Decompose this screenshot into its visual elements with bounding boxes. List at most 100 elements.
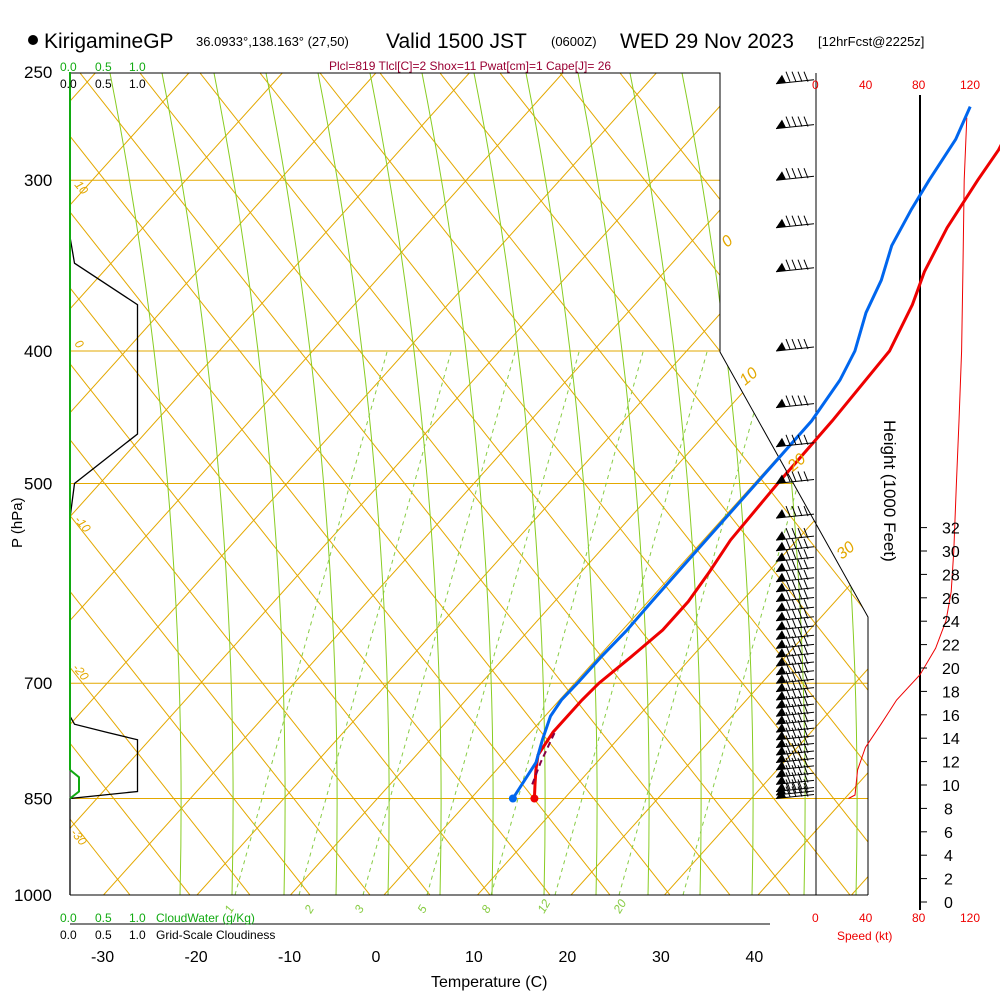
speed-scale-top: 0 40 80 120 bbox=[812, 78, 980, 92]
isotherm-line bbox=[70, 73, 564, 895]
mixing-ratio-label: 20 bbox=[610, 897, 629, 917]
cloudwater-tick-bottom-2: 1.0 bbox=[129, 911, 146, 925]
speed-tick-top-2: 80 bbox=[912, 78, 926, 92]
x-tick-label: 0 bbox=[372, 949, 381, 966]
cloudwater-tick-top-2: 1.0 bbox=[129, 60, 146, 74]
dry-adiabat-label: -10 bbox=[72, 513, 94, 536]
valid-time: Valid 1500 JST bbox=[386, 30, 527, 53]
station-dot-icon bbox=[28, 35, 38, 45]
wind-speed-profile bbox=[848, 117, 968, 799]
mixing-ratio-line bbox=[426, 351, 580, 895]
height-tick-label: 28 bbox=[942, 567, 960, 584]
wind-barb bbox=[775, 395, 815, 409]
height-tick-label: 30 bbox=[942, 544, 960, 561]
height-tick-label: 26 bbox=[942, 591, 960, 608]
dry-adiabat-line bbox=[499, 73, 868, 895]
speed-tick-top-1: 40 bbox=[859, 78, 873, 92]
wind-barb bbox=[775, 471, 815, 484]
wind-barb bbox=[775, 549, 815, 562]
parcel-profile bbox=[531, 731, 556, 785]
moist-adiabat-line bbox=[265, 73, 338, 895]
temperature-surface-point bbox=[530, 794, 539, 803]
moist-adiabat-line bbox=[421, 73, 494, 895]
isotherm-line bbox=[103, 73, 844, 895]
height-tick-label: 20 bbox=[942, 661, 960, 678]
wind-barb bbox=[775, 671, 815, 684]
isotherm-line bbox=[70, 73, 657, 895]
moist-adiabat-line bbox=[473, 73, 546, 895]
isotherm-line bbox=[70, 73, 283, 895]
isotherm-line bbox=[70, 73, 751, 895]
cloud-scale-top: 0.0 0.5 1.0 0.0 0.5 1.0 bbox=[60, 60, 146, 91]
wind-barb bbox=[775, 538, 815, 552]
mixing-ratio-label: 12 bbox=[534, 897, 553, 916]
wind-barb bbox=[775, 735, 815, 748]
height-tick-label: 10 bbox=[942, 778, 960, 795]
dry-adiabat-line bbox=[70, 73, 551, 895]
speed-tick-bottom-3: 120 bbox=[960, 911, 980, 925]
wind-barb bbox=[775, 168, 815, 181]
height-tick-label: 32 bbox=[942, 521, 960, 538]
speed-tick-bottom-2: 80 bbox=[912, 911, 926, 925]
wind-barb bbox=[775, 687, 815, 701]
isotherm-line bbox=[851, 73, 868, 895]
mixing-ratio-line bbox=[298, 351, 452, 895]
x-tick-label: 20 bbox=[559, 949, 577, 966]
cloudiness-label: Grid-Scale Cloudiness bbox=[156, 928, 275, 942]
moist-adiabat-line bbox=[369, 73, 442, 895]
dry-adiabat-line bbox=[0, 73, 10, 895]
isotherm-label: 10 bbox=[737, 365, 762, 390]
chart-grid bbox=[0, 73, 868, 895]
mixing-ratio-line bbox=[618, 351, 772, 895]
isotherm-label: 30 bbox=[834, 539, 859, 564]
cloudiness-tick-top-1: 0.5 bbox=[95, 77, 112, 91]
isotherm-line bbox=[570, 73, 868, 895]
moist-adiabat-line bbox=[681, 73, 754, 895]
pressure-tick-label: 700 bbox=[24, 674, 52, 693]
cloudwater-tick-top-0: 0.0 bbox=[60, 60, 77, 74]
dry-adiabat-line bbox=[139, 73, 791, 895]
forecast-label: [12hrFcst@2225z] bbox=[818, 34, 924, 49]
dry-adiabat-line bbox=[70, 73, 611, 895]
valid-date: WED 29 Nov 2023 bbox=[620, 30, 794, 53]
mixing-ratio-line bbox=[490, 351, 644, 895]
wind-barb bbox=[775, 579, 815, 593]
dry-adiabat-line bbox=[379, 73, 868, 895]
pressure-tick-label: 500 bbox=[24, 474, 52, 493]
cloudiness-tick-bottom-1: 0.5 bbox=[95, 928, 112, 942]
moist-adiabat-line bbox=[161, 73, 234, 895]
dry-adiabat-line bbox=[70, 73, 371, 895]
moist-adiabat-line bbox=[785, 73, 858, 895]
cloudiness-tick-top-2: 1.0 bbox=[129, 77, 146, 91]
wind-barb bbox=[775, 679, 815, 693]
wind-barb bbox=[775, 617, 815, 631]
cloudiness-tick-top-0: 0.0 bbox=[60, 77, 77, 91]
pressure-tick-label: 850 bbox=[24, 790, 52, 809]
isotherm-line bbox=[70, 73, 377, 895]
cloudiness-tick-bottom-2: 1.0 bbox=[129, 928, 146, 942]
dry-adiabat-line bbox=[70, 73, 191, 895]
dry-adiabat-line bbox=[439, 73, 868, 895]
dry-adiabat-label: 10 bbox=[72, 178, 92, 197]
wind-barb bbox=[775, 786, 815, 800]
height-tick-label: 18 bbox=[942, 684, 960, 701]
mixing-ratio-label: 8 bbox=[478, 902, 494, 915]
temperature-profile bbox=[532, 143, 1000, 799]
dry-adiabat-line bbox=[70, 73, 131, 895]
dry-adiabat-line bbox=[70, 73, 491, 895]
x-tick-label: 40 bbox=[746, 949, 764, 966]
wind-barb bbox=[775, 636, 815, 649]
isotherm-line bbox=[290, 73, 868, 895]
pressure-tick-label: 250 bbox=[24, 63, 52, 82]
mixing-ratio-label: 3 bbox=[351, 902, 367, 915]
speed-tick-bottom-1: 40 bbox=[859, 911, 873, 925]
mixing-ratio-line bbox=[362, 351, 516, 895]
mixing-ratio-line bbox=[234, 351, 388, 895]
y-axis-title: P (hPa) bbox=[9, 497, 26, 548]
valid-utc: (0600Z) bbox=[551, 34, 597, 49]
dry-adiabat-line bbox=[79, 73, 731, 895]
dewpoint-profile bbox=[511, 105, 972, 800]
background-lines bbox=[0, 73, 868, 895]
x-tick-label: -30 bbox=[91, 949, 114, 966]
dewpoint-surface-point bbox=[508, 794, 517, 803]
